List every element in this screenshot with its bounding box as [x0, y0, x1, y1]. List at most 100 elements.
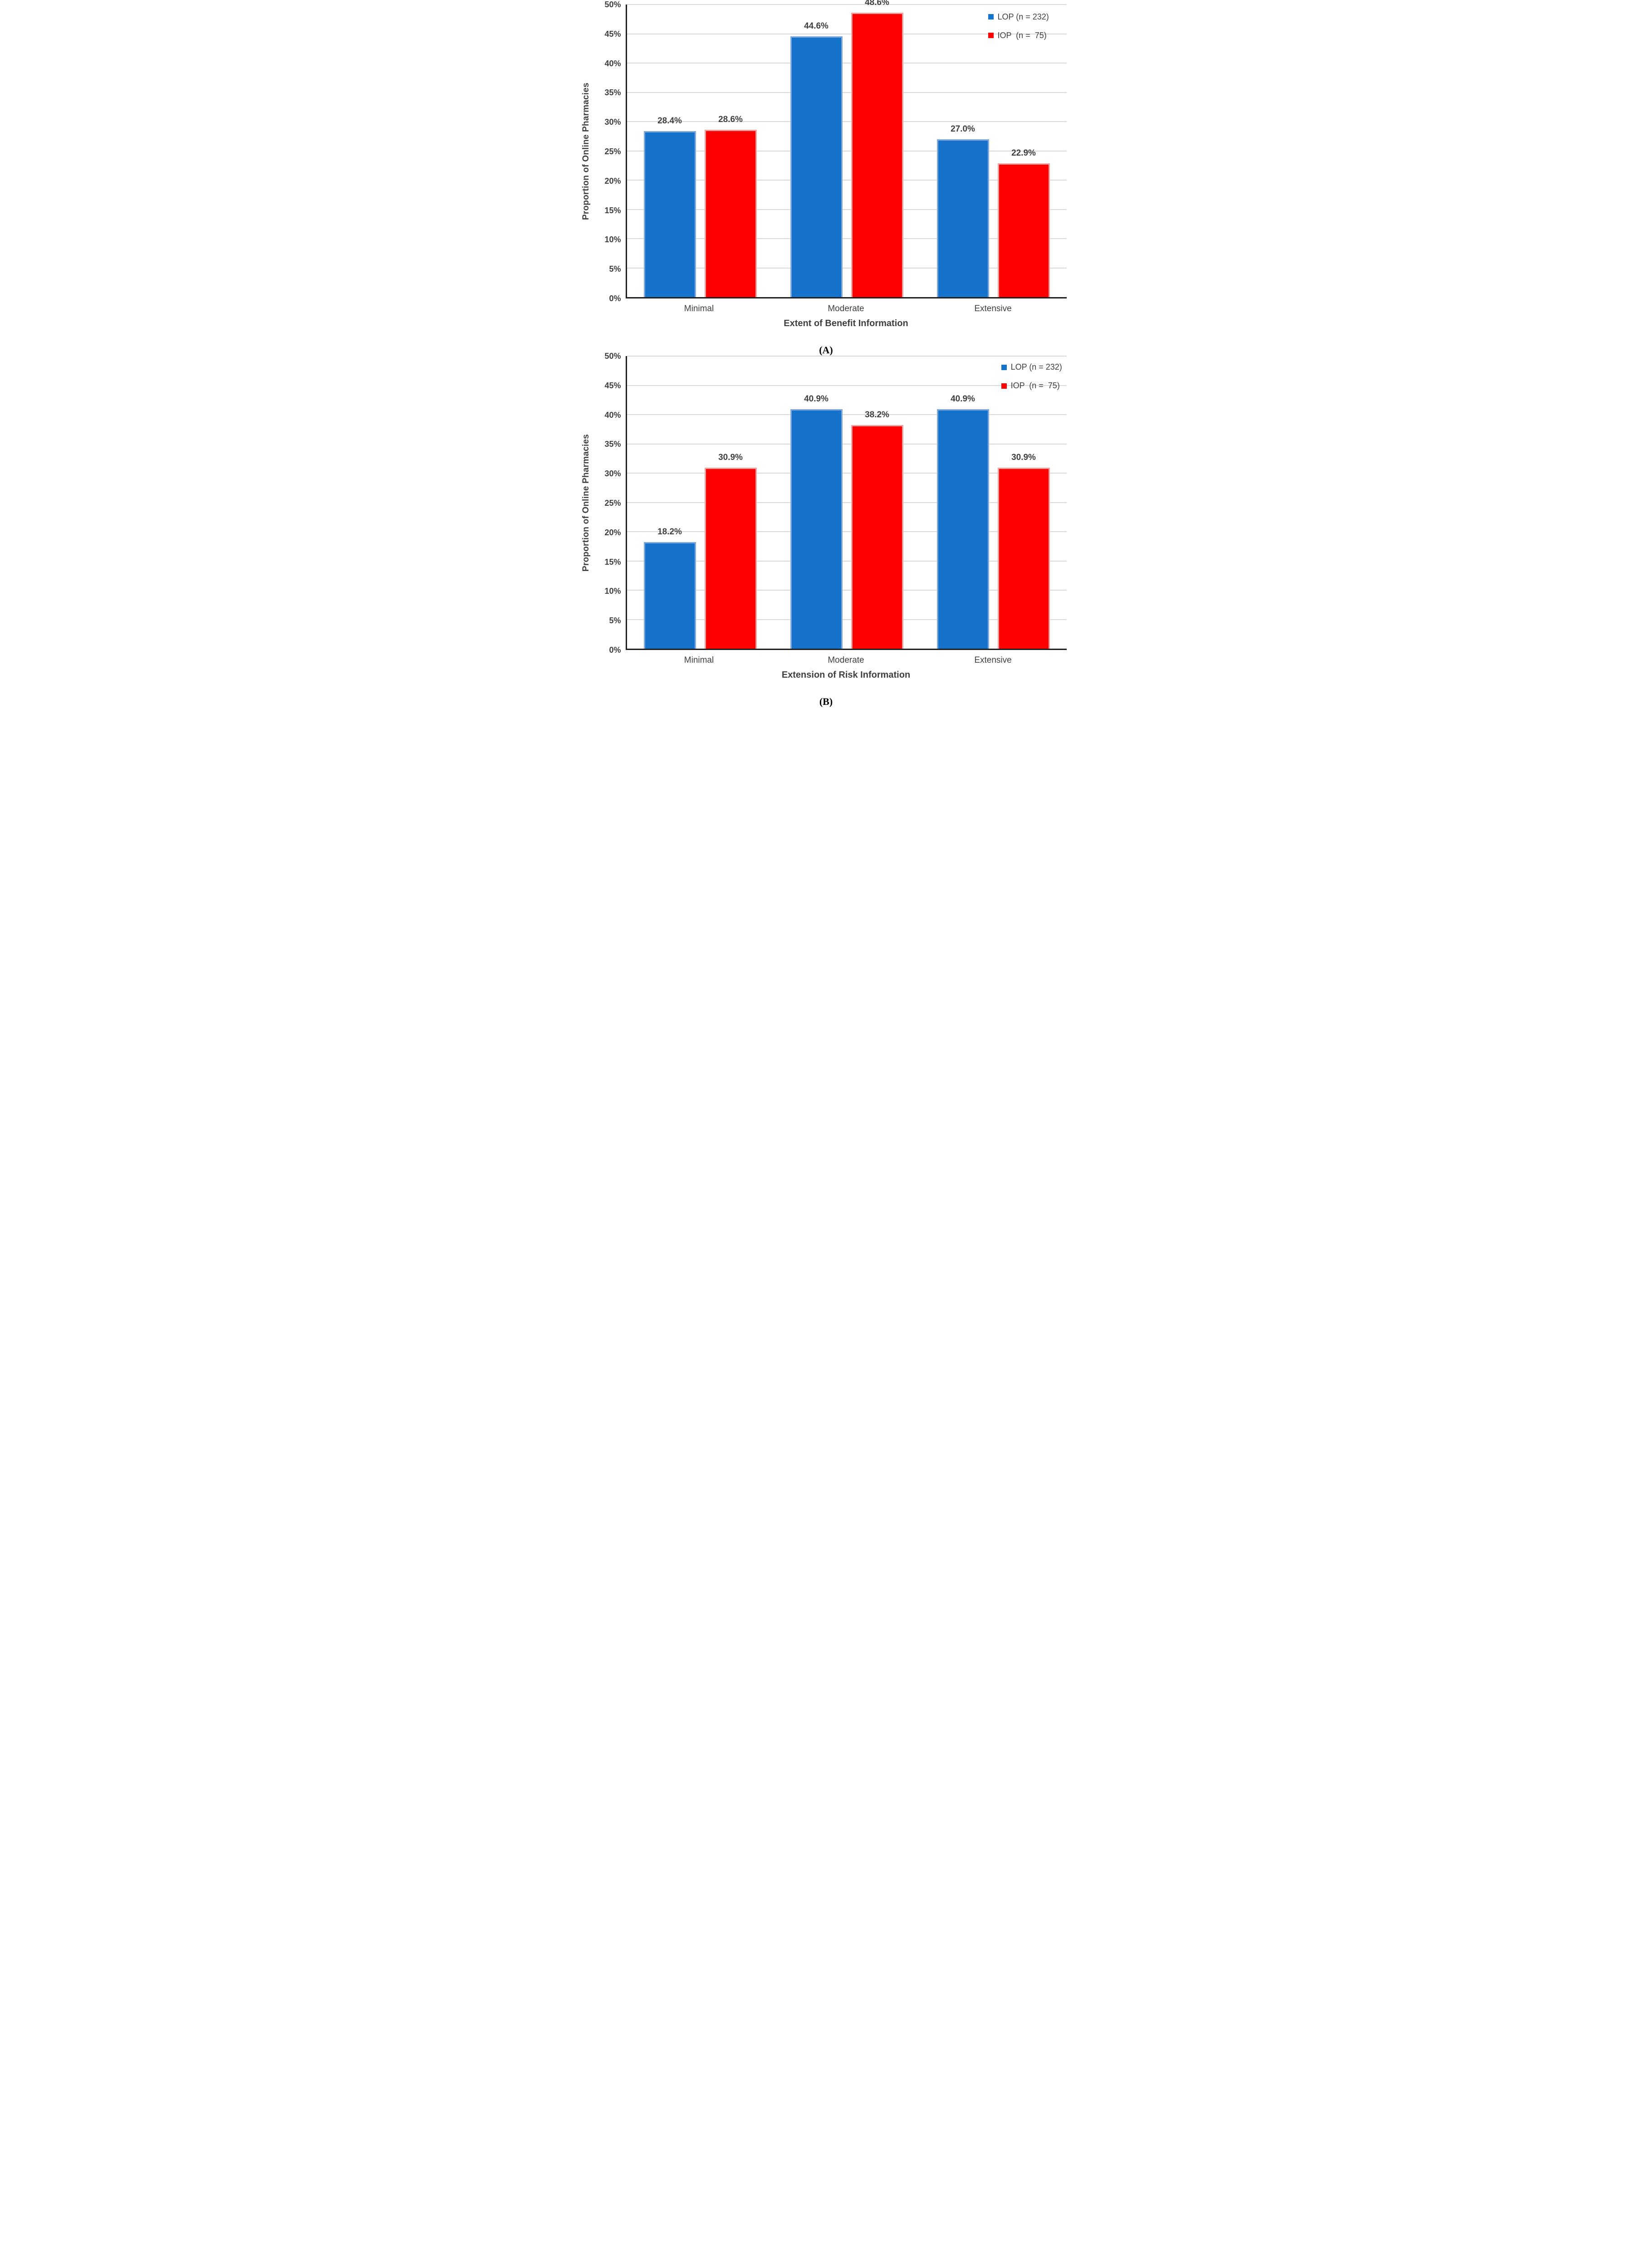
bar-iop-moderate: 48.6% [851, 0, 903, 297]
bar-iop-minimal: 28.6% [704, 115, 757, 297]
plot-area: 28.4% 28.6% 44.6% 48.6% 27.0% 22.9% LOP (n = 2… [625, 0, 1067, 298]
x-axis-category-labels: Minimal Moderate Extensive [626, 650, 1067, 665]
bar-lop-minimal: 28.4% [643, 116, 696, 297]
bar-lop-moderate: 44.6% [790, 21, 843, 297]
gridline [627, 502, 1067, 503]
y-tick-label: 40% [604, 59, 621, 68]
bar-chart-a: Proportion of Online Pharmacies 0% 5% 10% 1… [578, 0, 1074, 329]
y-tick-label: 30% [604, 469, 621, 479]
y-tick-label: 25% [604, 499, 621, 508]
value-label: 22.9% [1011, 148, 1036, 158]
gridline [627, 443, 1067, 445]
y-tick-label: 20% [604, 176, 621, 186]
bar-lop-extensive: 40.9% [936, 394, 989, 649]
gridline [627, 4, 1067, 5]
y-axis-title: Proportion of Online Pharmacies [581, 83, 591, 220]
legend-item-lop: LOP (n = 232) [1001, 362, 1062, 372]
y-tick-label: 20% [604, 528, 621, 537]
bar-iop-extensive: 30.9% [997, 453, 1050, 649]
bar-iop-extensive: 22.9% [997, 148, 1050, 297]
gridline [627, 619, 1067, 620]
bar-group-moderate: 40.9% 38.2% [774, 356, 920, 649]
value-label: 30.9% [718, 453, 743, 463]
value-label: 40.9% [951, 394, 975, 404]
y-tick-label: 50% [604, 0, 621, 9]
value-label: 40.9% [804, 394, 828, 404]
x-category-extensive: Extensive [974, 304, 1012, 313]
y-tick-label: 10% [604, 587, 621, 596]
value-label: 18.2% [657, 527, 682, 537]
value-label: 44.6% [804, 21, 828, 31]
lop-swatch-icon [1001, 364, 1007, 370]
bar-group-extensive: 40.9% 30.9% [920, 356, 1067, 649]
y-tick-label: 0% [609, 294, 621, 303]
gridline [627, 63, 1067, 64]
figure-page: Proportion of Online Pharmacies 0% 5% 10% 1… [578, 0, 1074, 721]
gridline [627, 92, 1067, 93]
x-category-minimal: Minimal [684, 655, 714, 665]
chart-panel-a: Proportion of Online Pharmacies 0% 5% 10% 1… [578, 0, 1074, 356]
y-tick-label: 35% [604, 440, 621, 449]
gridline [627, 238, 1067, 239]
bar-lop-extensive: 27.0% [936, 124, 989, 297]
gridline [627, 209, 1067, 210]
legend-label-lop: LOP (n = 232) [1010, 362, 1062, 372]
bar-group-moderate: 44.6% 48.6% [774, 0, 920, 297]
bar-chart-b: Proportion of Online Pharmacies 0% 5% 10% 1… [578, 352, 1074, 680]
y-tick-label: 40% [604, 410, 621, 420]
panel-a-caption: (A) [819, 344, 833, 356]
gridline [627, 531, 1067, 532]
y-tick-label: 5% [609, 264, 621, 274]
y-tick-label: 35% [604, 88, 621, 98]
x-category-extensive: Extensive [974, 655, 1012, 665]
lop-swatch-icon [988, 14, 994, 20]
value-label: 28.6% [718, 115, 743, 125]
y-axis-title: Proportion of Online Pharmacies [581, 434, 591, 572]
bar-group-minimal: 28.4% 28.6% [627, 5, 774, 297]
legend-item-iop: IOP (n = 75) [988, 31, 1049, 40]
y-tick-label: 10% [604, 235, 621, 244]
y-tick-label: 5% [609, 616, 621, 626]
bar-lop-moderate: 40.9% [790, 394, 843, 649]
bar-lop-minimal: 18.2% [643, 527, 696, 649]
value-label: 48.6% [865, 0, 889, 8]
iop-swatch-icon [1001, 383, 1007, 389]
bar-group-extensive: 27.0% 22.9% [920, 5, 1067, 297]
y-tick-label: 0% [609, 645, 621, 655]
bar-groups: 18.2% 30.9% 40.9% 38.2% 40.9% 30.9% [627, 356, 1067, 649]
gridline [627, 180, 1067, 181]
x-axis-category-labels: Minimal Moderate Extensive [626, 298, 1067, 314]
x-category-moderate: Moderate [828, 304, 864, 313]
value-label: 30.9% [1011, 453, 1036, 463]
bar-iop-moderate: 38.2% [851, 410, 903, 649]
x-category-moderate: Moderate [828, 655, 864, 665]
x-axis-title: Extension of Risk Information [781, 670, 911, 680]
gridline [627, 150, 1067, 152]
y-tick-label: 15% [604, 557, 621, 567]
bar-iop-minimal: 30.9% [704, 453, 757, 649]
y-tick-label: 30% [604, 117, 621, 127]
y-tick-label: 25% [604, 147, 621, 156]
bar-group-minimal: 18.2% 30.9% [627, 356, 774, 649]
gridline [627, 121, 1067, 122]
y-tick-label: 45% [604, 29, 621, 39]
y-axis-tick-labels: 0% 5% 10% 15% 20% 25% 30% 35% 40% 45% 50% [594, 352, 626, 654]
panel-b-caption: (B) [819, 696, 833, 707]
legend-item-iop: IOP (n = 75) [1001, 381, 1062, 391]
gridline [627, 356, 1067, 357]
gridline [627, 560, 1067, 562]
y-axis-tick-labels: 0% 5% 10% 15% 20% 25% 30% 35% 40% 45% 50% [594, 0, 626, 303]
value-label: 28.4% [657, 116, 682, 126]
bar-groups: 28.4% 28.6% 44.6% 48.6% 27.0% 22.9% [627, 0, 1067, 297]
y-tick-label: 15% [604, 205, 621, 215]
chart-panel-b: Proportion of Online Pharmacies 0% 5% 10% 1… [578, 352, 1074, 708]
value-label: 38.2% [865, 410, 889, 420]
y-tick-label: 50% [604, 352, 621, 361]
value-label: 27.0% [951, 124, 975, 134]
x-category-minimal: Minimal [684, 304, 714, 313]
gridline [627, 590, 1067, 591]
legend-label-iop: IOP (n = 75) [1010, 381, 1060, 391]
y-tick-label: 45% [604, 381, 621, 390]
legend: LOP (n = 232) IOP (n = 75) [1001, 362, 1062, 391]
legend-label-lop: LOP (n = 232) [997, 12, 1049, 21]
